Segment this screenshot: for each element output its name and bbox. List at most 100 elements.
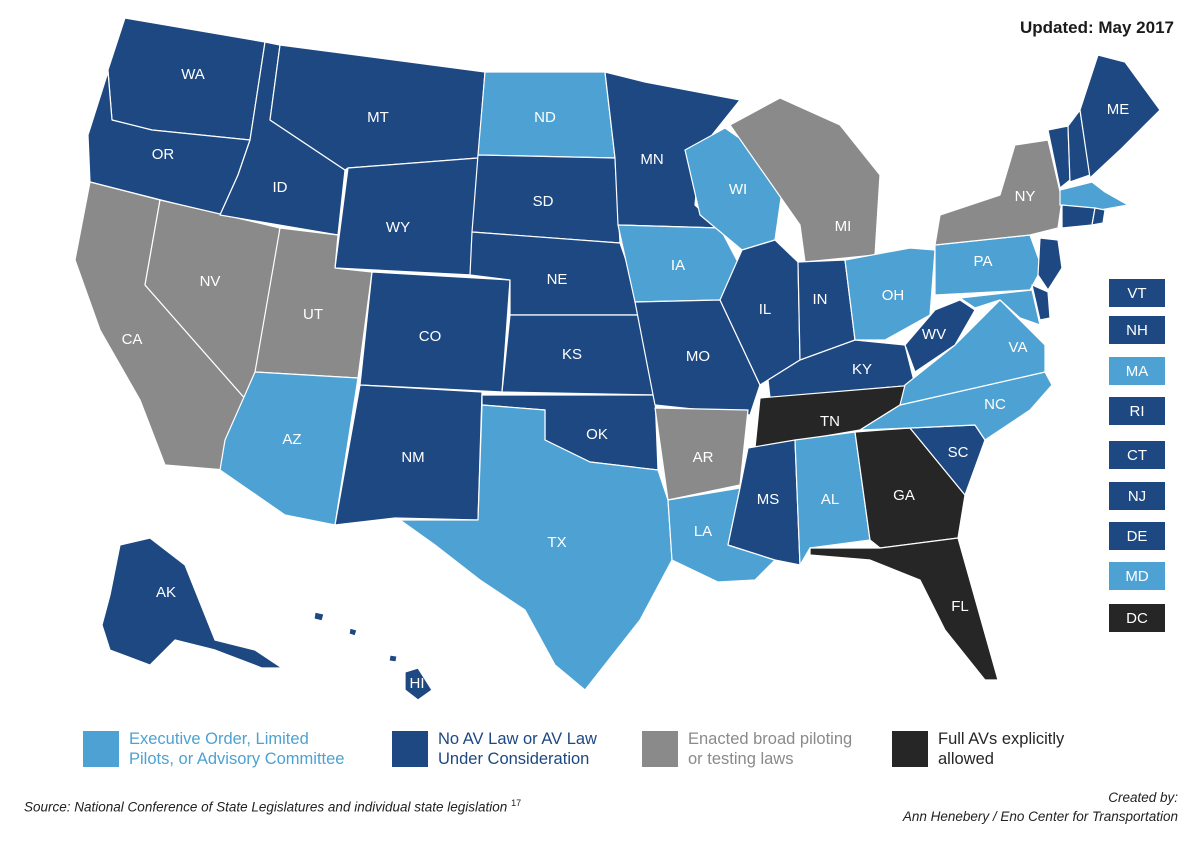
label-WA: WA [181, 66, 205, 83]
legend-exec: Executive Order, Limited Pilots, or Advi… [83, 729, 344, 769]
label-CA: CA [122, 331, 143, 348]
legend-enacted-line1: Enacted broad piloting [688, 730, 853, 748]
label-FL: FL [951, 598, 969, 615]
label-LA: LA [694, 523, 712, 540]
label-OH: OH [882, 287, 905, 304]
state-NJ[interactable] [1037, 237, 1063, 291]
label-VA: VA [1009, 339, 1028, 356]
source-text: Source: National Conference of State Leg… [24, 799, 508, 815]
label-AZ: AZ [282, 431, 301, 448]
state-DE[interactable] [1031, 284, 1051, 321]
label-HI: HI [410, 675, 425, 692]
legend-swatch-exec [83, 731, 119, 767]
chip-NJ[interactable]: NJ [1109, 482, 1165, 510]
chip-NH[interactable]: NH [1109, 316, 1165, 344]
state-HI[interactable] [404, 667, 433, 701]
created-by-label: Created by: [1108, 790, 1178, 805]
legend-text-full: Full AVs explicitly allowed [938, 729, 1064, 769]
legend-enacted-line2: or testing laws [688, 750, 794, 768]
label-AK: AK [156, 584, 176, 601]
chip-DE[interactable]: DE [1109, 522, 1165, 550]
state-NY[interactable] [934, 139, 1063, 246]
legend-swatch-full [892, 731, 928, 767]
label-WV: WV [922, 326, 946, 343]
label-IN: IN [813, 291, 828, 308]
state-MI[interactable] [729, 97, 881, 263]
label-NV: NV [200, 273, 221, 290]
chip-VT[interactable]: VT [1109, 279, 1165, 307]
chip-MD[interactable]: MD [1109, 562, 1165, 590]
label-NY: NY [1015, 188, 1036, 205]
label-MO: MO [686, 348, 710, 365]
state-RI[interactable] [1091, 207, 1106, 226]
hawaii-island-4 [313, 611, 325, 622]
label-KS: KS [562, 346, 582, 363]
state-CT[interactable] [1061, 204, 1096, 229]
legend-enacted: Enacted broad piloting or testing laws [642, 729, 852, 769]
label-SC: SC [948, 444, 969, 461]
label-NM: NM [401, 449, 424, 466]
updated-date: Updated: May 2017 [1020, 18, 1174, 37]
state-WV[interactable] [904, 299, 976, 373]
chip-DC[interactable]: DC [1109, 604, 1165, 632]
state-TX[interactable] [399, 404, 673, 691]
state-MD[interactable] [959, 289, 1041, 326]
label-MN: MN [640, 151, 663, 168]
legend-swatch-noav [392, 731, 428, 767]
label-TX: TX [547, 534, 566, 551]
chip-CT[interactable]: CT [1109, 441, 1165, 469]
legend-swatch-enacted [642, 731, 678, 767]
label-ME: ME [1107, 101, 1130, 118]
label-MT: MT [367, 109, 389, 126]
label-ND: ND [534, 109, 556, 126]
label-ID: ID [273, 179, 288, 196]
label-IL: IL [759, 301, 772, 318]
state-ME[interactable] [1079, 54, 1161, 179]
label-WI: WI [729, 181, 747, 198]
label-KY: KY [852, 361, 872, 378]
label-PA: PA [974, 253, 993, 270]
label-MS: MS [757, 491, 780, 508]
label-AR: AR [693, 449, 714, 466]
source-note: Source: National Conference of State Leg… [24, 798, 521, 815]
state-AL[interactable] [794, 431, 871, 566]
label-IA: IA [671, 257, 685, 274]
legend-noav-line1: No AV Law or AV Law [438, 730, 597, 748]
credit-name: Ann Henebery / Eno Center for Transporta… [902, 809, 1178, 824]
state-WY[interactable] [334, 157, 479, 276]
legend-exec-line2: Pilots, or Advisory Committee [129, 750, 345, 768]
legend-noav: No AV Law or AV Law Under Consideration [392, 729, 597, 769]
legend-text-exec: Executive Order, Limited Pilots, or Advi… [129, 729, 344, 769]
label-UT: UT [303, 306, 323, 323]
state-AZ[interactable] [219, 371, 359, 526]
legend-noav-line2: Under Consideration [438, 750, 590, 768]
label-NC: NC [984, 396, 1006, 413]
state-MO[interactable] [634, 299, 761, 416]
state-MN[interactable] [604, 71, 741, 229]
legend-full-line1: Full AVs explicitly [938, 730, 1065, 748]
chip-RI[interactable]: RI [1109, 397, 1165, 425]
chip-MA[interactable]: MA [1109, 357, 1165, 385]
state-MA[interactable] [1059, 181, 1129, 211]
label-GA: GA [893, 487, 915, 504]
label-AL: AL [821, 491, 839, 508]
legend-full-line2: allowed [938, 750, 994, 768]
state-FL[interactable] [809, 537, 999, 681]
label-TN: TN [820, 413, 840, 430]
legend-exec-line1: Executive Order, Limited [129, 730, 309, 748]
label-MI: MI [835, 218, 852, 235]
source-footnote: 17 [511, 798, 522, 808]
state-NC[interactable] [859, 371, 1053, 441]
label-WY: WY [386, 219, 410, 236]
label-OK: OK [586, 426, 608, 443]
credit: Created by: Ann Henebery / Eno Center fo… [903, 788, 1178, 826]
legend-text-enacted: Enacted broad piloting or testing laws [688, 729, 852, 769]
legend-text-noav: No AV Law or AV Law Under Consideration [438, 729, 597, 769]
label-OR: OR [152, 146, 175, 163]
label-CO: CO [419, 328, 442, 345]
hawaii-island-2 [388, 654, 398, 663]
state-AK[interactable] [101, 537, 283, 669]
hawaii-island-3 [348, 627, 358, 637]
state-NM[interactable] [334, 384, 483, 526]
label-SD: SD [533, 193, 554, 210]
